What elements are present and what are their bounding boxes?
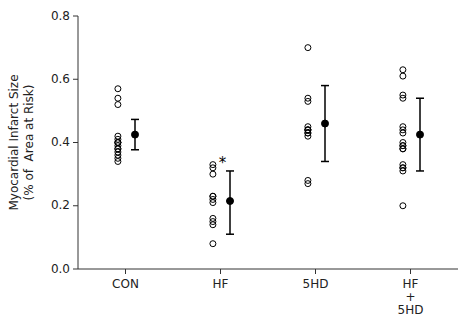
scatter-point [210, 171, 216, 177]
scatter-point [210, 241, 216, 247]
y-axis-label: Myocardial Infarct Size(% of Area at Ris… [7, 74, 36, 210]
chart: 0.00.20.40.60.8CONHF5HDHF+5HDMyocardial … [0, 0, 474, 331]
y-tick [73, 79, 78, 80]
error-bar-cap-high [416, 97, 424, 99]
scatter-point [400, 168, 406, 174]
scatter-point [210, 222, 216, 228]
y-tick-label: 0.2 [51, 198, 70, 212]
scatter-point [115, 95, 121, 101]
scatter-point [400, 146, 406, 152]
scatter-point [305, 133, 311, 139]
error-bar-cap-high [131, 119, 139, 121]
error-bar-cap-high [321, 85, 329, 87]
x-tick [315, 269, 316, 274]
x-tick [125, 269, 126, 274]
y-tick-label: 0.0 [51, 262, 70, 276]
scatter-point [115, 158, 121, 164]
error-bar-cap-low [321, 161, 329, 163]
scatter-point [400, 130, 406, 136]
scatter-point [210, 200, 216, 206]
y-tick-label: 0.4 [51, 135, 70, 149]
y-tick [73, 142, 78, 143]
error-bar [226, 171, 234, 234]
y-axis-label-line: Myocardial Infarct Size [7, 74, 21, 210]
y-tick-label: 0.6 [51, 72, 70, 86]
x-tick-label-line: 5HD [398, 303, 424, 317]
scatter-point [400, 73, 406, 79]
error-bar-cap-low [416, 170, 424, 172]
x-tick-label: HF+5HD [398, 277, 424, 317]
y-tick-label: 0.8 [51, 9, 70, 23]
y-tick [73, 16, 78, 17]
y-tick [73, 205, 78, 206]
error-bar-cap-low [226, 233, 234, 235]
x-tick-label-line: HF [213, 277, 229, 291]
scatter-point [400, 95, 406, 101]
scatter-point [305, 45, 311, 51]
mean-marker [417, 131, 424, 138]
x-tick-label-line: 5HD [303, 277, 329, 291]
scatter-point [305, 98, 311, 104]
x-tick [220, 269, 221, 274]
scatter-point [305, 181, 311, 187]
annotation: * [219, 154, 227, 172]
x-tick [410, 269, 411, 274]
error-bar [321, 86, 329, 162]
x-tick-label: CON [112, 277, 139, 291]
mean-marker [322, 120, 329, 127]
scatter-point [400, 67, 406, 73]
error-bar [131, 119, 139, 149]
error-bar [416, 98, 424, 171]
scatter-point [115, 102, 121, 108]
x-tick-label-line: + [405, 290, 415, 304]
x-tick-label-line: HF [403, 277, 419, 291]
x-tick-label: 5HD [303, 277, 329, 291]
x-tick-label: HF [213, 277, 229, 291]
x-axis-line [78, 269, 458, 270]
error-bar-cap-high [226, 170, 234, 172]
scatter-point [115, 86, 121, 92]
scatter-point [210, 165, 216, 171]
mean-marker [227, 198, 234, 205]
plot-area [115, 45, 424, 247]
scatter-point [400, 203, 406, 209]
x-tick-label-line: CON [112, 277, 139, 291]
y-tick [73, 269, 78, 270]
y-axis-label-line: (% of Area at Risk) [22, 85, 36, 201]
error-bar-cap-low [131, 149, 139, 151]
scatter-point [400, 146, 406, 152]
mean-marker [132, 131, 139, 138]
